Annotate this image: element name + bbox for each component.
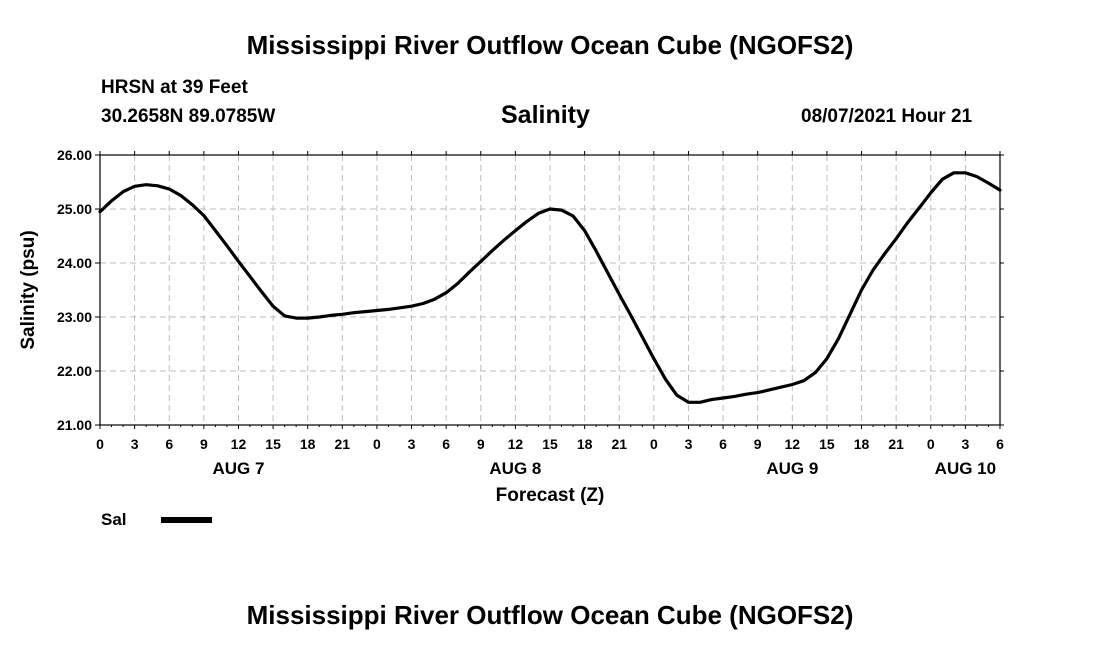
x-tick-label: 0	[373, 436, 381, 452]
x-tick-label: 0	[650, 436, 658, 452]
salinity-chart: 0 3 6 9 12 15 18 21 0 3 6 9 12 15 18 21 0 3 6 9 12 15 18 21 0 3 6 2…	[18, 147, 1004, 529]
x-tick-label: 21	[888, 436, 904, 452]
x-tick-label: 15	[265, 436, 281, 452]
x-tick-label: 3	[408, 436, 416, 452]
y-tick-label: 24.00	[57, 255, 92, 271]
forecast-datetime: 08/07/2021 Hour 21	[801, 106, 973, 127]
x-tick-label: 15	[819, 436, 835, 452]
day-label: AUG 9	[766, 459, 818, 478]
page-title: Mississippi River Outflow Ocean Cube (NG…	[246, 30, 854, 60]
day-label: AUG 8	[489, 459, 541, 478]
x-tick-label: 18	[300, 436, 316, 452]
station-name: HRSN at 39 Feet	[101, 77, 248, 98]
x-tick-label: 9	[200, 436, 208, 452]
x-tick-label: 21	[611, 436, 627, 452]
x-tick-label: 6	[442, 436, 450, 452]
x-tick-label: 18	[854, 436, 870, 452]
footer-title: Mississippi River Outflow Ocean Cube (NG…	[246, 600, 854, 630]
x-tick-label: 18	[577, 436, 593, 452]
y-axis-label: Salinity (psu)	[18, 230, 39, 349]
y-tick-label: 21.00	[57, 417, 92, 433]
x-tick-label: 21	[335, 436, 351, 452]
x-tick-label: 9	[477, 436, 485, 452]
x-tick-label: 9	[754, 436, 762, 452]
x-tick-label: 6	[719, 436, 727, 452]
y-tick-label: 23.00	[57, 309, 92, 325]
x-tick-label: 15	[542, 436, 558, 452]
x-tick-label: 3	[685, 436, 693, 452]
x-tick-label: 0	[927, 436, 935, 452]
day-label: AUG 7	[212, 459, 264, 478]
station-coordinates: 30.2658N 89.0785W	[101, 106, 276, 127]
x-tick-label: 12	[231, 436, 247, 452]
x-tick-label: 6	[996, 436, 1004, 452]
series-line-salinity	[98, 171, 1002, 404]
plot-frame	[99, 154, 1001, 426]
variable-title: Salinity	[501, 101, 590, 129]
legend-label: Sal	[101, 510, 127, 529]
day-label: AUG 10	[935, 459, 996, 478]
y-tick-label: 25.00	[57, 201, 92, 217]
x-axis-label: Forecast (Z)	[496, 485, 605, 506]
x-tick-label: 0	[96, 436, 104, 452]
y-tick-label: 26.00	[57, 147, 92, 163]
x-tick-label: 12	[508, 436, 524, 452]
x-tick-label: 3	[131, 436, 139, 452]
x-tick-label: 3	[961, 436, 969, 452]
y-tick-label: 22.00	[57, 363, 92, 379]
x-tick-label: 6	[165, 436, 173, 452]
x-tick-label: 12	[785, 436, 801, 452]
